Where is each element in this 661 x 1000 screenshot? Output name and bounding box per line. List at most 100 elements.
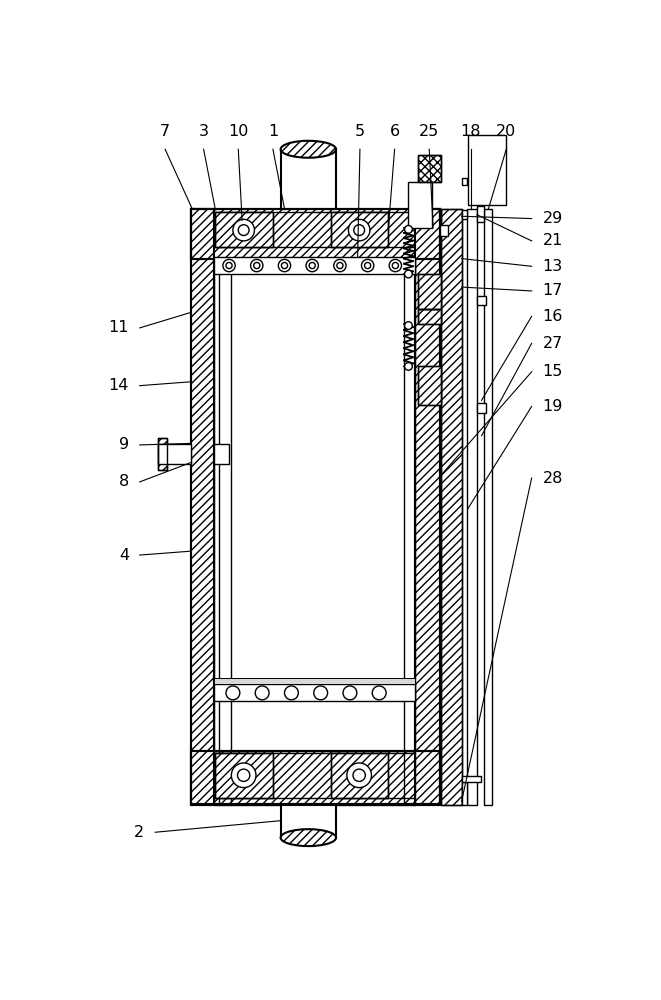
Bar: [190, 751, 440, 804]
Bar: [461, 178, 467, 185]
Bar: [477, 296, 486, 305]
Bar: [418, 309, 441, 324]
Circle shape: [334, 259, 346, 272]
Circle shape: [347, 763, 371, 788]
Text: 9: 9: [119, 437, 129, 452]
Bar: [214, 259, 415, 805]
Circle shape: [251, 259, 263, 272]
Bar: [158, 438, 167, 470]
Circle shape: [389, 259, 401, 272]
Bar: [477, 403, 486, 413]
Text: 21: 21: [543, 233, 563, 248]
Bar: [190, 209, 214, 805]
Circle shape: [284, 686, 298, 700]
Circle shape: [362, 259, 374, 272]
Circle shape: [314, 686, 328, 700]
Circle shape: [343, 686, 357, 700]
Circle shape: [238, 225, 249, 235]
Text: 27: 27: [543, 336, 563, 351]
Bar: [330, 212, 389, 247]
Bar: [440, 225, 447, 235]
Circle shape: [282, 262, 288, 269]
Text: 7: 7: [160, 124, 170, 139]
Bar: [215, 753, 273, 798]
Text: 29: 29: [543, 211, 563, 226]
Circle shape: [405, 225, 412, 233]
Text: 1: 1: [268, 124, 278, 139]
Circle shape: [365, 262, 371, 269]
Circle shape: [353, 769, 366, 781]
Text: 11: 11: [108, 320, 129, 335]
Bar: [415, 209, 440, 805]
Bar: [418, 274, 441, 309]
Bar: [441, 209, 461, 805]
Bar: [418, 155, 441, 182]
Bar: [484, 209, 492, 805]
Bar: [461, 782, 467, 805]
Text: 2: 2: [134, 825, 144, 840]
Text: 3: 3: [198, 124, 209, 139]
Circle shape: [354, 225, 365, 235]
Text: 19: 19: [543, 399, 563, 414]
Ellipse shape: [281, 141, 336, 158]
Text: 10: 10: [228, 124, 249, 139]
Circle shape: [233, 219, 254, 241]
Bar: [158, 438, 167, 470]
Ellipse shape: [281, 829, 336, 846]
Bar: [190, 209, 214, 805]
Circle shape: [278, 259, 291, 272]
Circle shape: [226, 686, 240, 700]
Bar: [461, 776, 481, 782]
Bar: [418, 309, 441, 324]
Text: 28: 28: [543, 471, 563, 486]
Circle shape: [254, 262, 260, 269]
Bar: [190, 751, 440, 804]
Circle shape: [348, 219, 370, 241]
Text: 13: 13: [543, 259, 563, 274]
Circle shape: [226, 262, 232, 269]
Text: 18: 18: [461, 124, 481, 139]
Circle shape: [237, 769, 250, 781]
Bar: [415, 209, 440, 805]
Circle shape: [405, 270, 412, 278]
Bar: [330, 753, 389, 798]
Bar: [440, 209, 441, 225]
Circle shape: [337, 262, 343, 269]
Bar: [190, 209, 440, 259]
Text: 20: 20: [496, 124, 516, 139]
Circle shape: [255, 686, 269, 700]
Circle shape: [405, 322, 412, 329]
Text: 25: 25: [419, 124, 440, 139]
Circle shape: [372, 686, 386, 700]
Bar: [461, 210, 467, 219]
Bar: [190, 209, 440, 259]
Bar: [418, 155, 441, 182]
Bar: [214, 257, 415, 274]
Bar: [215, 212, 273, 247]
Bar: [215, 753, 273, 798]
Circle shape: [405, 363, 412, 370]
Text: 6: 6: [389, 124, 400, 139]
Bar: [468, 135, 506, 205]
Text: 4: 4: [119, 548, 129, 563]
Text: 5: 5: [355, 124, 365, 139]
Bar: [215, 212, 273, 247]
Bar: [418, 366, 441, 405]
Bar: [477, 206, 484, 222]
Bar: [441, 209, 461, 805]
Text: 8: 8: [119, 474, 129, 489]
Bar: [330, 753, 389, 798]
Bar: [214, 444, 229, 464]
Text: 16: 16: [543, 309, 563, 324]
Bar: [418, 366, 441, 405]
Bar: [418, 274, 441, 309]
Text: 14: 14: [108, 378, 129, 393]
Circle shape: [309, 262, 315, 269]
Bar: [408, 182, 432, 228]
Bar: [214, 684, 415, 701]
Text: 15: 15: [543, 364, 563, 379]
Bar: [467, 209, 477, 805]
Circle shape: [231, 763, 256, 788]
Circle shape: [392, 262, 399, 269]
Bar: [281, 805, 336, 838]
